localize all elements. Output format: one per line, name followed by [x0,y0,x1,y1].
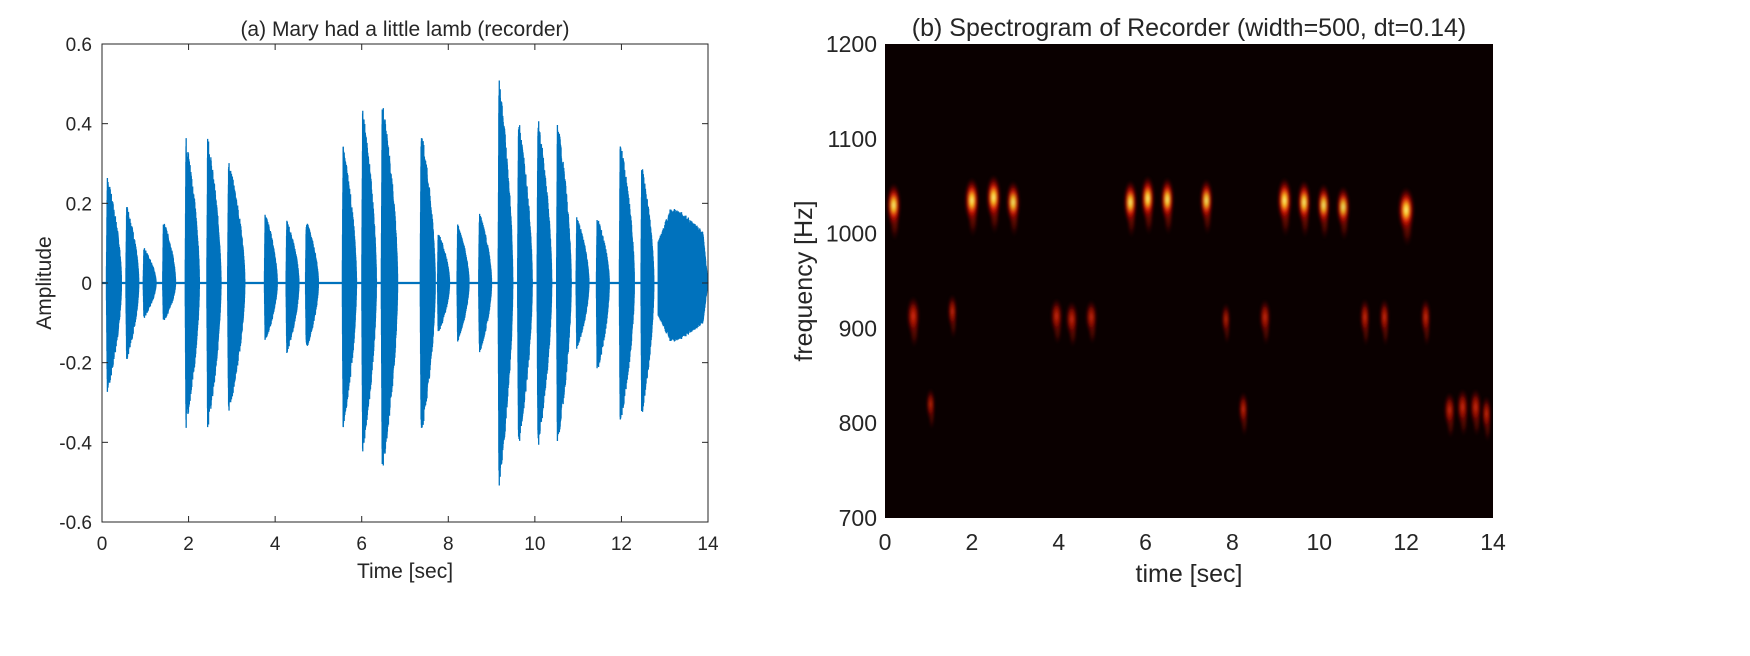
waveform-note [380,108,399,466]
waveform-note [285,220,300,354]
spectrogram-peak [1397,186,1415,248]
waveform-x-tick-label: 0 [97,534,108,555]
spectrogram-x-tick-label: 0 [879,529,892,555]
spectrogram-peak [1443,391,1456,439]
waveform-note [162,223,177,320]
spectrogram-x-tick-label: 4 [1052,529,1065,555]
waveform-x-tick-label: 8 [443,534,454,555]
waveform-x-tick-label: 12 [611,534,632,555]
waveform-note [304,223,319,346]
waveform-note [419,138,436,428]
spectrogram-peak [1316,183,1331,241]
spectrogram-peak [964,177,980,238]
waveform-note [556,124,572,442]
spectrogram-title: (b) Spectrogram of Recorder (width=500, … [912,14,1466,42]
spectrogram-peak [1336,185,1351,242]
waveform-x-axis-label: Time [sec] [357,560,453,583]
spectrogram-ticks: 0 2 4 6 8 10 12 14 700 800 900 1000 1100 1200 [826,31,1506,555]
spectrogram-peak [1259,298,1271,347]
waveform-note [595,219,610,369]
waveform-note [142,248,157,318]
waveform-note [657,208,709,342]
spectrogram-peak [1420,298,1431,348]
spectrogram-peak [947,293,958,340]
spectrogram-peak [906,295,921,349]
spectrogram-y-axis-label: frequency [Hz] [790,200,818,361]
spectrogram-peak [1469,388,1482,438]
waveform-ticks: 0 2 4 6 8 10 12 14 -0.6 -0.4 -0.2 0 0.2 0.4 0.6 [59,35,719,555]
waveform-note [206,138,222,428]
spectrogram-peak [1276,177,1293,238]
waveform-note [640,169,655,412]
waveform-note [184,138,200,428]
waveform-y-tick-label: 0 [81,274,92,295]
waveform-note [618,146,635,420]
waveform-y-tick-label: 0.6 [66,35,92,56]
spectrogram-x-tick-label: 2 [965,529,978,555]
spectrogram-x-axis-label: time [sec] [1136,560,1243,588]
spectrogram-peak [985,174,1002,235]
waveform-note [536,121,553,445]
waveform-note [517,125,533,441]
waveform-x-tick-label: 10 [524,534,545,555]
spectrogram-peak [1221,302,1231,345]
waveform-y-axis-label: Amplitude [33,236,56,329]
spectrogram-y-tick-label: 700 [839,505,877,531]
waveform-title: (a) Mary had a little lamb (recorder) [240,18,569,41]
waveform-x-tick-label: 6 [356,534,367,555]
spectrogram-peak [1238,391,1249,437]
spectrogram-peak [1379,298,1390,348]
spectrogram-y-tick-label: 1100 [828,126,877,152]
waveform-note [361,110,378,452]
waveform-x-tick-label: 2 [183,534,194,555]
waveform-note [478,213,493,353]
spectrogram-peak [886,182,902,242]
spectrogram-y-tick-label: 1200 [826,31,877,57]
spectrogram-peak [1199,178,1214,236]
waveform-note [575,217,590,349]
spectrogram-y-tick-label: 1000 [826,221,877,247]
spectrogram-peak [1481,395,1492,443]
waveform-x-tick-label: 14 [697,534,719,555]
spectrogram-x-tick-label: 6 [1139,529,1152,555]
waveform-y-tick-label: -0.6 [59,513,92,534]
spectrogram-x-tick-label: 14 [1480,529,1506,555]
waveform-x-tick-label: 4 [270,534,281,555]
waveform-chart: 0 2 4 6 8 10 12 14 -0.6 -0.4 -0.2 0 0.2 0.4 0.6 (a) Ma… [33,18,719,583]
waveform-note [227,163,246,411]
spectrogram-peak [925,388,936,431]
spectrogram-peak [1065,300,1079,348]
spectrogram-peak [1297,179,1312,239]
waveform-y-tick-label: -0.4 [59,433,92,454]
spectrogram-background [885,44,1493,518]
waveform-note [497,80,514,486]
spectrogram-chart: 0 2 4 6 8 10 12 14 700 800 900 1000 1100 1200 (b) Spe… [790,14,1506,588]
spectrogram-x-tick-label: 8 [1226,529,1239,555]
spectrogram-peak [1456,388,1469,438]
waveform-y-tick-label: -0.2 [59,354,92,375]
spectrogram-peaks [886,174,1492,443]
spectrogram-peak [1085,299,1098,346]
spectrogram-peak [1160,176,1175,236]
spectrogram-peak [1050,297,1063,346]
waveform-note [456,224,470,342]
waveform-note [341,146,358,428]
spectrogram-x-tick-label: 10 [1306,529,1332,555]
spectrogram-peak [1005,180,1021,238]
waveform-note [125,206,140,360]
waveform-y-tick-label: 0.4 [66,115,93,136]
waveform-series [102,80,709,486]
spectrogram-peak [1359,298,1371,348]
waveform-note [436,234,451,332]
spectrogram-peak [1123,179,1138,239]
spectrogram-peak [1140,175,1155,236]
spectrogram-y-tick-label: 900 [839,315,877,341]
waveform-y-tick-label: 0.2 [66,194,92,215]
waveform-note [263,214,278,340]
spectrogram-y-tick-label: 800 [839,410,877,436]
spectrogram-x-tick-label: 12 [1393,529,1419,555]
